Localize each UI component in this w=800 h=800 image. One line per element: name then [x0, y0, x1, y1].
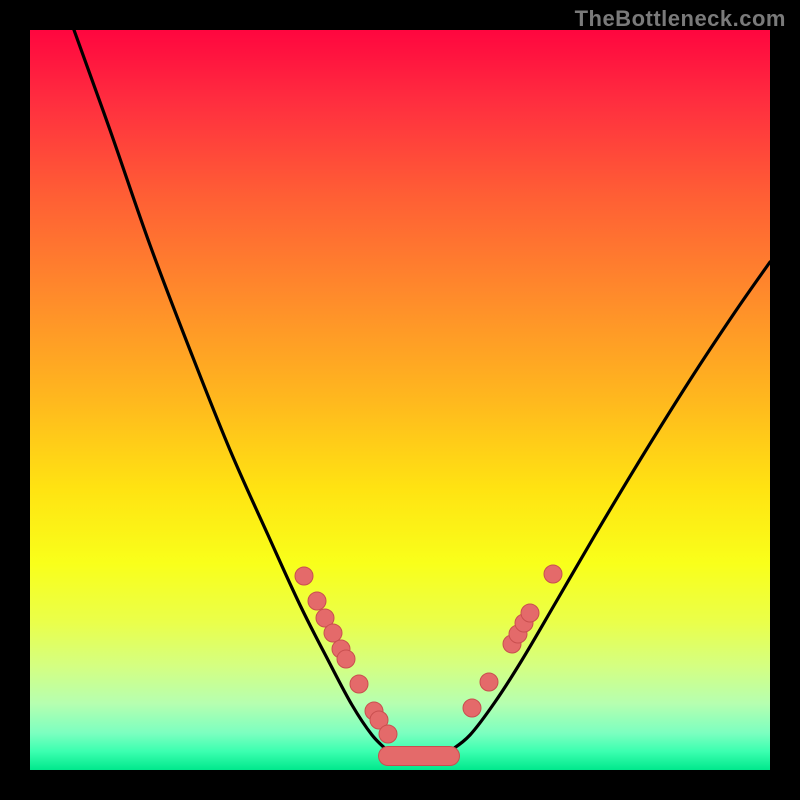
data-marker — [480, 673, 498, 691]
data-marker — [295, 567, 313, 585]
data-marker — [521, 604, 539, 622]
bottleneck-curve — [74, 30, 770, 756]
data-marker — [350, 675, 368, 693]
data-marker — [463, 699, 481, 717]
data-marker — [337, 650, 355, 668]
curve-right-branch — [450, 262, 770, 751]
data-marker — [308, 592, 326, 610]
data-marker — [544, 565, 562, 583]
watermark-text: TheBottleneck.com — [575, 6, 786, 32]
plot-frame — [30, 30, 770, 770]
chart-svg — [30, 30, 770, 770]
data-marker — [379, 725, 397, 743]
data-marker — [324, 624, 342, 642]
stage: TheBottleneck.com — [0, 0, 800, 800]
